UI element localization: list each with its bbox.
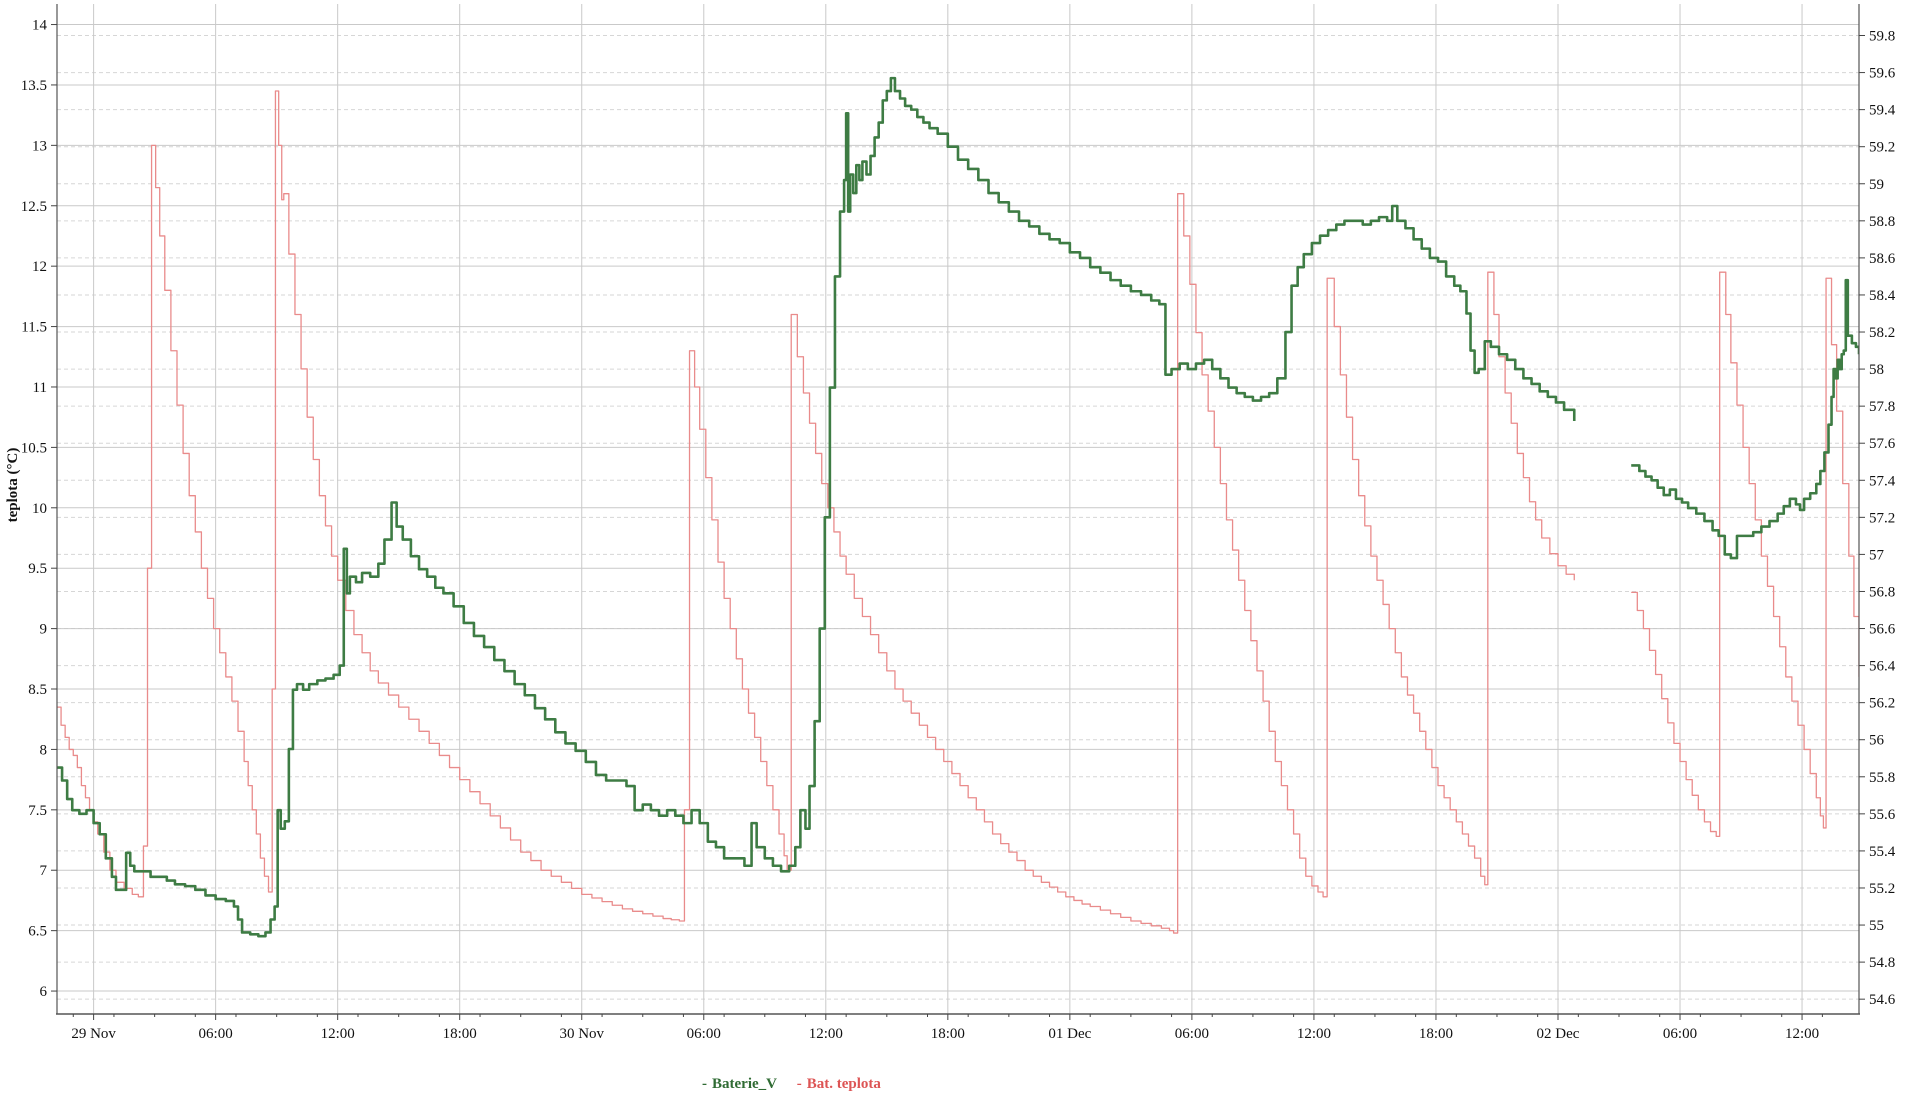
left-axis-title: teplota (°C) xyxy=(5,448,21,523)
x-axis-tick-label: 12:00 xyxy=(321,1026,355,1042)
series-bat-teplota xyxy=(57,90,1859,934)
x-axis-tick-label: 18:00 xyxy=(931,1026,965,1042)
right-axis-tick-label: 57.4 xyxy=(1869,473,1896,489)
right-axis-tick-label: 55.6 xyxy=(1869,807,1896,823)
left-axis-tick-label: 6 xyxy=(40,984,48,1000)
chart-legend: - Baterie_V - Bat. teplota xyxy=(702,1076,897,1093)
axes xyxy=(56,4,1860,1015)
right-axis-tick-label: 59 xyxy=(1869,177,1884,193)
x-axis-tick-label: 06:00 xyxy=(1663,1026,1697,1042)
right-axis-tick-label: 55.2 xyxy=(1869,881,1895,897)
left-axis-tick-label: 13 xyxy=(32,138,47,154)
legend-item-baterie-v: - Baterie_V xyxy=(702,1076,777,1093)
x-axis-tick-label: 06:00 xyxy=(1175,1026,1209,1042)
x-axis-tick-label: 02 Dec xyxy=(1537,1026,1580,1042)
axis-labels: 14 13.5 13 12.5 12 11.5 11 10.5 10 9.5 9 8.5 8 7.5 7 6.… xyxy=(21,18,1896,1042)
legend-marker-bat-teplota: - xyxy=(796,1076,802,1092)
left-axis-tick-label: 10.5 xyxy=(21,440,47,456)
gridlines xyxy=(57,4,1859,1014)
x-axis-tick-label: 06:00 xyxy=(199,1026,233,1042)
left-axis-tick-label: 7 xyxy=(40,863,48,879)
right-axis-tick-label: 56.2 xyxy=(1869,696,1895,712)
x-axis-tick-label: 06:00 xyxy=(687,1026,721,1042)
right-axis-tick-label: 55.8 xyxy=(1869,770,1895,786)
series-baterie-v xyxy=(57,76,1859,938)
left-axis-tick-label: 13.5 xyxy=(21,78,47,94)
series-lines xyxy=(57,76,1859,938)
x-axis-tick-label: 12:00 xyxy=(1297,1026,1331,1042)
right-axis-tick-label: 57.2 xyxy=(1869,510,1895,526)
left-axis-tick-label: 12.5 xyxy=(21,199,47,215)
left-axis-tick-label: 6.5 xyxy=(28,924,47,940)
right-axis-tick-label: 58.6 xyxy=(1869,251,1896,267)
right-axis-tick-label: 59.8 xyxy=(1869,29,1895,45)
left-axis-tick-label: 11 xyxy=(33,380,47,396)
left-axis-tick-label: 11.5 xyxy=(21,320,47,336)
right-axis-tick-label: 56.4 xyxy=(1869,659,1896,675)
left-axis-tick-label: 8 xyxy=(40,742,48,758)
left-axis-tick-label: 14 xyxy=(32,18,48,34)
left-axis-tick-label: 9 xyxy=(40,622,48,638)
legend-label-bat-teplota: Bat. teplota xyxy=(806,1076,881,1092)
right-axis-tick-label: 55.4 xyxy=(1869,844,1896,860)
x-axis-tick-label: 18:00 xyxy=(443,1026,477,1042)
x-axis-tick-label: 18:00 xyxy=(1419,1026,1453,1042)
left-axis-tick-label: 8.5 xyxy=(28,682,47,698)
right-axis-tick-label: 55 xyxy=(1869,918,1884,934)
axis-ticks xyxy=(51,24,1865,1020)
right-axis-tick-label: 56.6 xyxy=(1869,622,1896,638)
left-axis-tick-label: 12 xyxy=(32,259,47,275)
right-axis-tick-label: 54.6 xyxy=(1869,992,1896,1008)
left-axis-tick-label: 10 xyxy=(32,501,47,517)
legend-item-bat-teplota: - Bat. teplota xyxy=(797,1076,881,1093)
x-axis-tick-label: 01 Dec xyxy=(1048,1026,1091,1042)
right-axis-tick-label: 58.4 xyxy=(1869,288,1896,304)
right-axis-tick-label: 58.8 xyxy=(1869,214,1895,230)
right-axis-tick-label: 57 xyxy=(1869,547,1885,563)
right-axis-tick-label: 56 xyxy=(1869,733,1885,749)
right-axis-tick-label: 56.8 xyxy=(1869,584,1895,600)
right-axis-tick-label: 58 xyxy=(1869,362,1884,378)
x-axis-tick-label: 12:00 xyxy=(1785,1026,1819,1042)
left-axis-tick-label: 9.5 xyxy=(28,561,47,577)
x-axis-tick-label: 12:00 xyxy=(809,1026,843,1042)
right-axis-tick-label: 57.8 xyxy=(1869,399,1895,415)
right-axis-tick-label: 58.2 xyxy=(1869,325,1895,341)
right-axis-tick-label: 59.4 xyxy=(1869,103,1896,119)
x-axis-tick-label: 30 Nov xyxy=(559,1026,604,1042)
x-axis-tick-label: 29 Nov xyxy=(71,1026,116,1042)
right-axis-tick-label: 54.8 xyxy=(1869,955,1895,971)
left-axis-tick-label: 7.5 xyxy=(28,803,47,819)
legend-marker-baterie-v: - xyxy=(702,1076,707,1092)
right-axis-tick-label: 59.2 xyxy=(1869,140,1895,156)
right-axis-tick-label: 59.6 xyxy=(1869,66,1896,82)
legend-label-baterie-v: Baterie_V xyxy=(712,1076,777,1092)
right-axis-tick-label: 57.6 xyxy=(1869,436,1896,452)
